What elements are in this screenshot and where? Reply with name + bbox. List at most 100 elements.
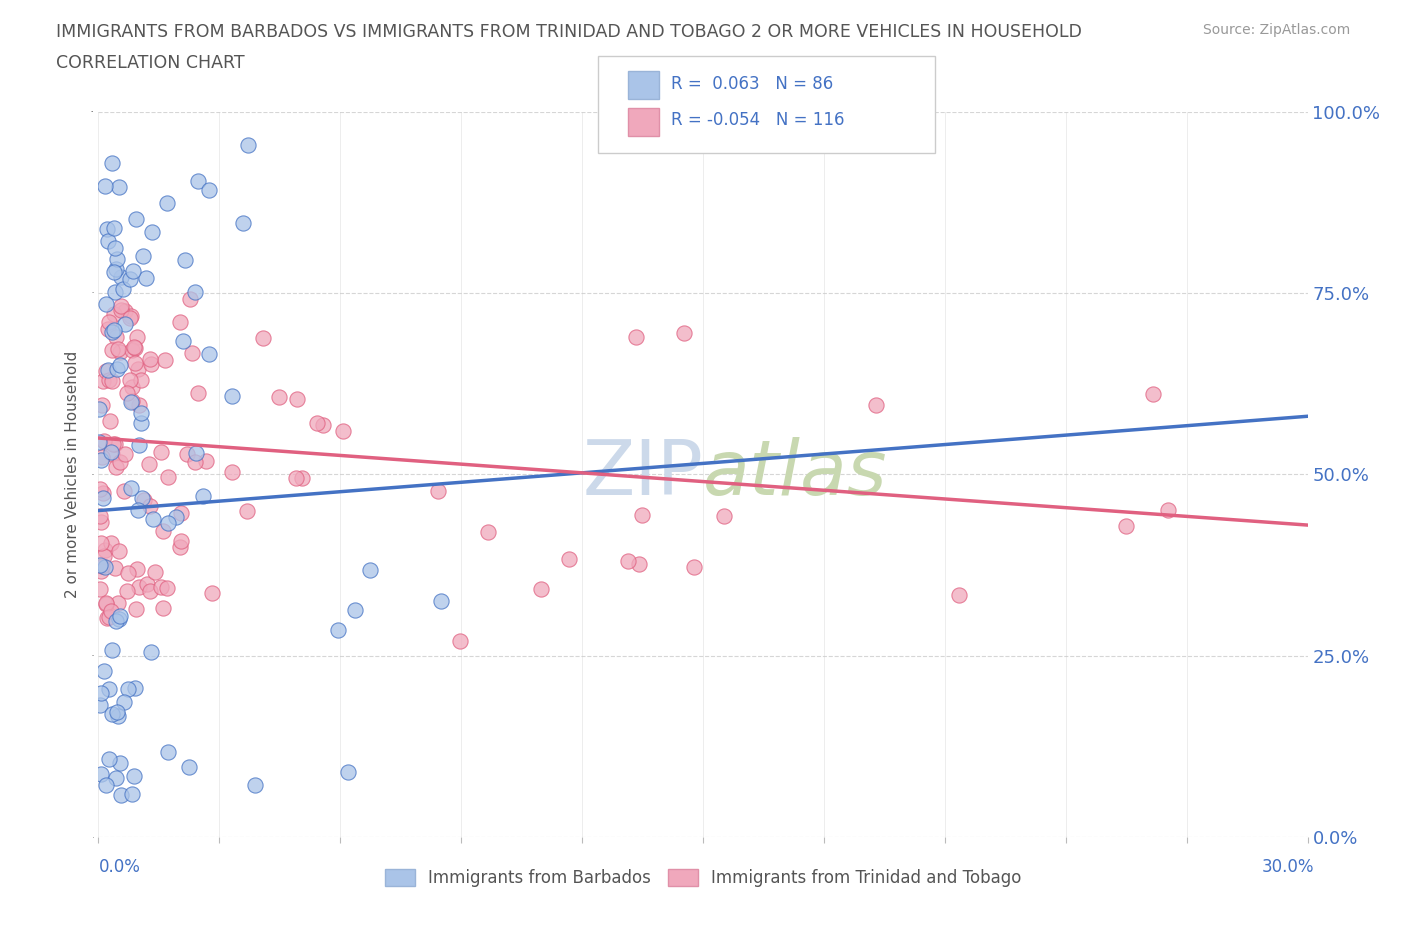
Point [120,394,142,409]
Point [107,544,129,559]
Point [128,438,150,453]
Point [105,704,128,719]
Point [125,562,148,577]
Point [235,503,257,518]
Point [198,347,221,362]
Point [187,174,209,189]
Point [105,362,128,377]
Point [121,394,143,409]
Point [89,402,111,417]
Text: 30.0%: 30.0% [1263,857,1315,876]
Point [181,345,204,360]
Point [120,372,142,387]
Point [121,342,143,357]
Point [114,446,136,461]
Point [153,352,176,367]
Point [101,642,124,657]
Point [91,491,114,506]
Point [120,309,142,324]
Point [326,623,349,638]
Point [118,272,141,286]
Point [89,482,111,497]
Point [98,751,121,766]
Point [127,361,149,376]
Point [150,445,173,459]
Point [221,465,243,480]
Point [104,561,127,576]
Point [120,311,142,325]
Point [97,314,120,329]
Point [305,416,328,431]
Point [285,471,308,485]
Point [157,515,180,530]
Point [97,322,120,337]
Point [157,744,180,759]
Point [156,581,179,596]
Point [624,329,647,344]
Point [138,583,160,598]
Point [267,390,290,405]
Point [94,542,117,557]
Point [110,270,132,285]
Point [138,457,160,472]
Point [194,454,217,469]
Point [124,340,146,355]
Point [98,682,121,697]
Point [105,251,128,266]
Point [90,452,112,467]
Point [90,514,112,529]
Point [198,182,221,197]
Point [114,304,136,319]
Point [311,418,333,432]
Point [114,316,136,331]
Point [332,423,354,438]
Point [96,221,118,236]
Point [107,709,129,724]
Point [100,535,122,550]
Point [124,602,146,617]
Text: IMMIGRANTS FROM BARBADOS VS IMMIGRANTS FROM TRINIDAD AND TOBAGO 2 OR MORE VEHICL: IMMIGRANTS FROM BARBADOS VS IMMIGRANTS F… [56,23,1083,41]
Point [1142,386,1164,401]
Point [91,485,114,500]
Point [359,563,381,578]
Point [93,434,115,449]
Point [627,556,650,571]
Point [117,565,139,580]
Point [87,434,110,449]
Point [948,588,970,603]
Point [89,582,111,597]
Point [141,225,163,240]
Point [108,756,131,771]
Point [337,764,360,779]
Point [252,331,274,346]
Point [156,196,179,211]
Point [449,633,471,648]
Point [97,610,120,625]
Point [90,564,112,578]
Point [131,248,153,263]
Point [108,455,131,470]
Point [103,220,125,235]
Point [107,179,129,194]
Point [94,595,117,610]
Point [149,580,172,595]
Point [865,397,887,412]
Point [129,416,152,431]
Point [100,445,122,459]
Point [101,325,124,339]
Point [91,374,114,389]
Point [672,326,695,340]
Point [124,355,146,370]
Point [124,340,146,355]
Point [108,358,131,373]
Point [104,437,127,452]
Point [101,156,124,171]
Point [112,281,135,296]
Point [430,594,453,609]
Point [125,212,148,227]
Point [139,356,162,371]
Point [121,786,143,801]
Point [179,292,201,307]
Point [152,524,174,538]
Point [184,455,207,470]
